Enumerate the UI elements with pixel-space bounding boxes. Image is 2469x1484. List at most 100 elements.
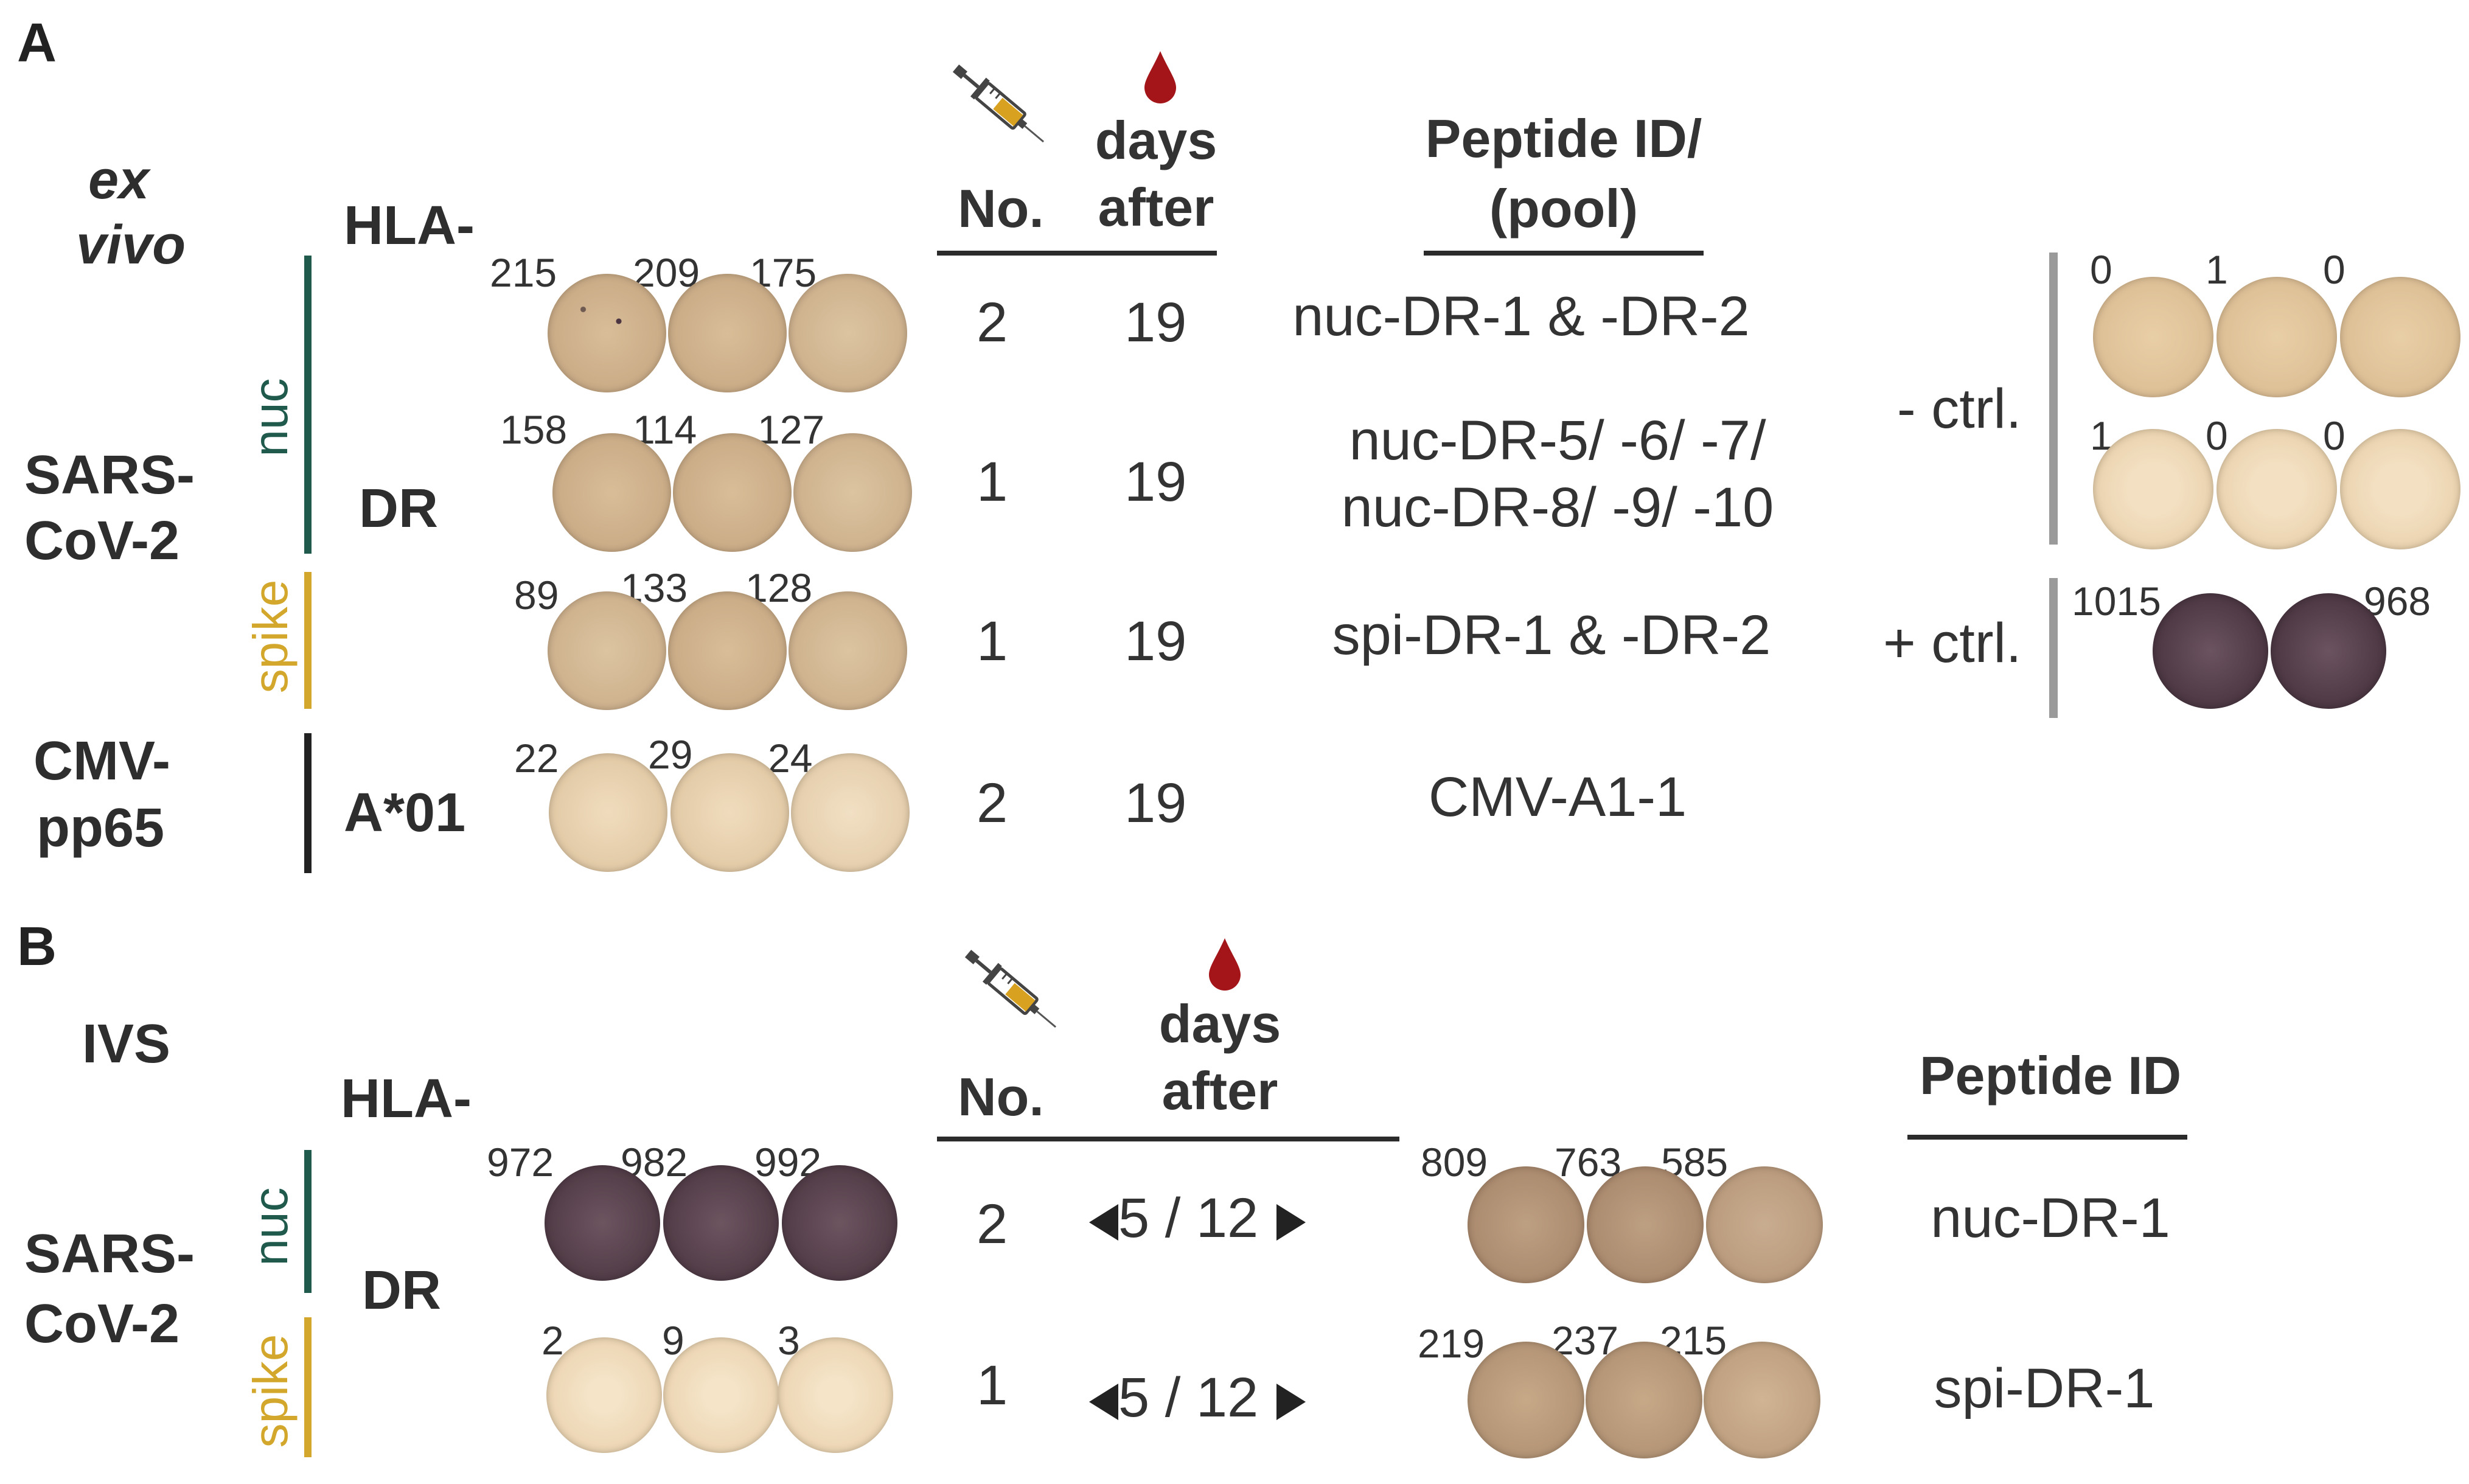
row-peptide: spi-DR-1: [1934, 1357, 2155, 1420]
elispot-well: [546, 1337, 662, 1453]
elispot-well: [668, 591, 787, 710]
elispot-well: [1704, 1342, 1820, 1458]
pos-ctrl-label: + ctrl.: [1883, 612, 2022, 674]
blood-drop-icon: [1144, 51, 1176, 103]
panel-b-hla-dr: DR: [362, 1260, 441, 1321]
spike-group-bar: [304, 1317, 312, 1457]
row-no: 1: [977, 1354, 1008, 1416]
panel-a-header-rule-left: [937, 251, 1217, 256]
row-peptide: spi-DR-1 & -DR-2: [1332, 604, 1771, 666]
well-count: 0: [2323, 413, 2345, 458]
row-peptide: CMV-A1-1: [1428, 766, 1687, 828]
well-count: 0: [2206, 413, 2228, 458]
well-count: 809: [1421, 1140, 1488, 1185]
elispot-well: [1587, 1166, 1704, 1283]
neg-ctrl-label: - ctrl.: [1897, 378, 2022, 440]
row-days: 5 / 12: [1118, 1367, 1259, 1429]
row-peptide: nuc-DR-8/ -9/ -10: [1341, 476, 1774, 538]
panel-a-letter: A: [17, 13, 57, 74]
elispot-well: [791, 753, 910, 872]
well-count: 127: [757, 407, 825, 452]
arrow-left-icon: [1089, 1204, 1118, 1241]
row-days: 19: [1124, 610, 1187, 672]
elispot-well: [552, 433, 671, 552]
row-no: 2: [977, 1193, 1008, 1255]
row-peptide: nuc-DR-1 & -DR-2: [1292, 285, 1750, 347]
elispot-well: [2340, 429, 2460, 549]
elispot-well: [2153, 593, 2268, 709]
well-count: 972: [487, 1140, 554, 1185]
row-days: 19: [1124, 451, 1187, 513]
panel-a-header-rule-right: [1424, 251, 1704, 256]
panel-a-header-days: days: [1095, 110, 1217, 170]
elispot-well: [793, 433, 912, 552]
panel-b-virus-line1: SARS-: [24, 1224, 195, 1284]
panel-a-condition-line2: vivo: [76, 215, 186, 276]
well-count: 22: [514, 736, 559, 781]
well-count: 0: [2323, 247, 2345, 292]
elispot-well: [668, 274, 787, 392]
blood-drop-icon: [1209, 938, 1241, 991]
well-count: 1: [2206, 247, 2228, 292]
row-days: 19: [1124, 291, 1187, 354]
row-no: 2: [977, 291, 1008, 354]
panel-a-header-no: No.: [958, 178, 1044, 239]
panel-a-virus-sars-line2: CoV-2: [24, 510, 180, 571]
nuc-group-label: nuc: [243, 1187, 298, 1266]
panel-b-letter: B: [17, 916, 57, 977]
spike-group-label: spike: [243, 579, 298, 694]
nuc-group-label: nuc: [243, 378, 298, 457]
panel-a-virus-cmv-line1: CMV-: [33, 731, 170, 792]
row-no: 2: [977, 772, 1008, 834]
syringe-icon: [952, 64, 1045, 143]
cmv-group-bar: [304, 733, 312, 873]
panel-b-header-rule-left: [937, 1137, 1399, 1141]
elispot-well: [670, 753, 789, 872]
well-count: 2: [542, 1318, 564, 1363]
elispot-well: [1468, 1166, 1584, 1283]
elispot-well: [2093, 429, 2213, 549]
elispot-well: [2271, 593, 2386, 709]
row-no: 1: [977, 610, 1008, 672]
elispot-well: [549, 753, 667, 872]
panel-b-header-days: days: [1158, 994, 1281, 1054]
spike-group-label: spike: [243, 1334, 298, 1448]
elispot-well: [2093, 277, 2213, 397]
well-count: 1015: [2072, 579, 2161, 624]
panel-b-header-rule-right: [1907, 1135, 2187, 1140]
panel-b-virus-line2: CoV-2: [24, 1294, 180, 1354]
elispot-well: [789, 591, 907, 710]
panel-a-virus-cmv-line2: pp65: [37, 798, 165, 859]
elispot-well: [2217, 429, 2337, 549]
panel-b-condition: IVS: [82, 1014, 171, 1075]
panel-a-header-peptide-line1: Peptide ID/: [1425, 108, 1702, 169]
well-count: 219: [1418, 1321, 1485, 1366]
well-count: 215: [490, 250, 557, 295]
elispot-well: [1706, 1166, 1823, 1283]
panel-a-header-after: after: [1098, 177, 1214, 237]
elispot-well: [673, 433, 792, 552]
arrow-left-icon: [1089, 1383, 1118, 1420]
elispot-well: [2340, 277, 2460, 397]
well-count: 29: [648, 732, 693, 777]
arrow-right-icon: [1276, 1204, 1306, 1241]
panel-a-hla-a01: A*01: [344, 782, 466, 843]
panel-a-hla-dr: DR: [359, 478, 438, 539]
spike-group-bar: [304, 572, 312, 709]
row-days: 5 / 12: [1118, 1187, 1259, 1249]
syringe-icon: [964, 950, 1057, 1028]
elispot-well: [548, 591, 666, 710]
nuc-group-bar: [304, 256, 312, 554]
neg-ctrl-bar: [2049, 253, 2058, 545]
panel-b-header-peptide: Peptide ID: [1919, 1045, 2182, 1106]
row-days-range: 5 / 12: [1089, 1366, 1306, 1430]
elispot-well: [545, 1165, 660, 1281]
elispot-well: [789, 274, 907, 392]
elispot-well: [1586, 1342, 1702, 1458]
panel-a-header-peptide-line2: (pool): [1489, 178, 1638, 239]
panel-a-virus-sars-line1: SARS-: [24, 445, 195, 506]
well-count: 89: [514, 573, 559, 618]
elispot-well: [782, 1165, 897, 1281]
pos-ctrl-bar: [2049, 578, 2058, 718]
arrow-right-icon: [1276, 1383, 1306, 1420]
